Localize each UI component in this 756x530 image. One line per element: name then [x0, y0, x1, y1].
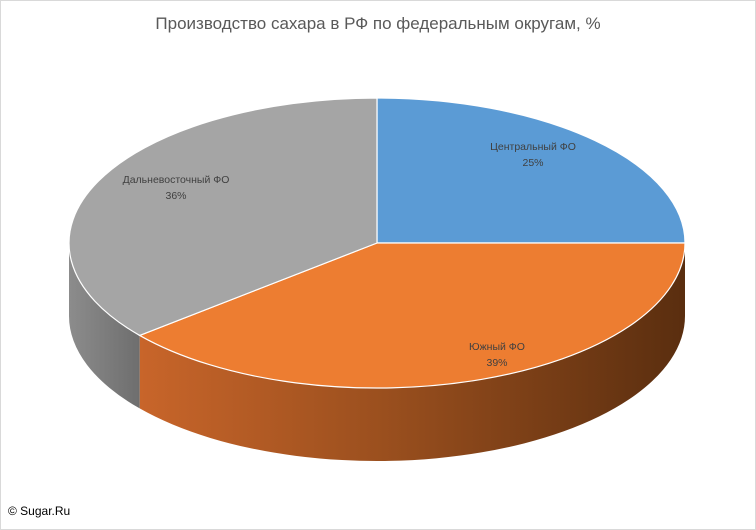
slice-value-2: 39%	[486, 357, 507, 369]
pie-sides	[69, 243, 686, 461]
pie-side-3	[69, 243, 140, 409]
pie-slice-1	[376, 97, 686, 244]
slice-value-3: 36%	[165, 190, 186, 202]
slice-label-1: Центральный ФО	[490, 141, 576, 153]
pie-labels: Центральный ФО 25% Южный ФО 39% Дальневосточ…	[123, 141, 576, 369]
slice-label-2: Южный ФО	[469, 341, 525, 353]
slice-value-1: 25%	[522, 157, 543, 169]
slice-label-3: Дальневосточный ФО	[123, 174, 230, 186]
pie-slice-2	[138, 242, 686, 389]
source-credit: © Sugar.Ru	[8, 504, 71, 518]
chart-title: Производство сахара в РФ по федеральным …	[155, 14, 601, 33]
pie-slice-3	[68, 97, 378, 337]
pie-tops	[68, 97, 686, 389]
pie-side-2	[139, 243, 686, 461]
